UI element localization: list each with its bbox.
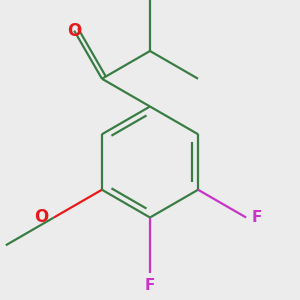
Text: F: F [251, 210, 262, 225]
Text: O: O [34, 208, 49, 226]
Text: F: F [145, 278, 155, 293]
Text: O: O [67, 22, 81, 40]
